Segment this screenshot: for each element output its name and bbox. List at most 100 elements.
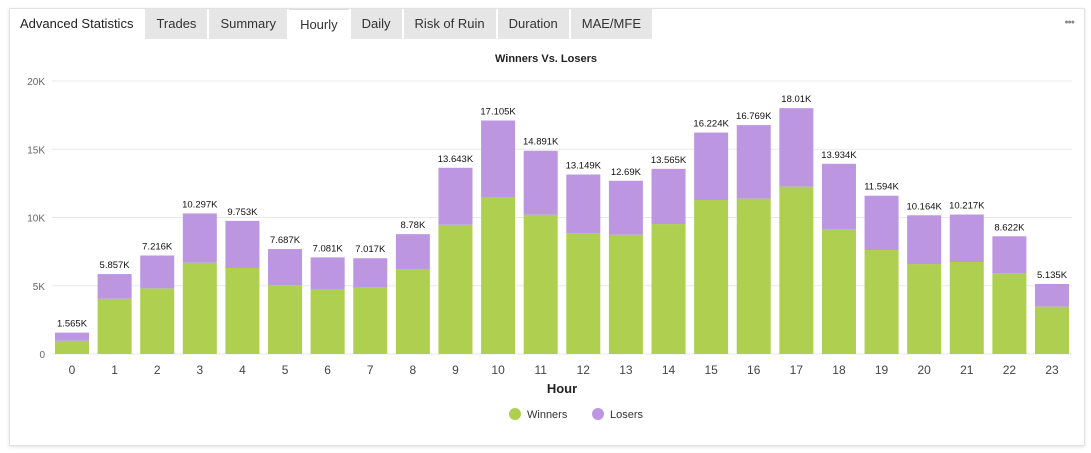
bar-winners [97,298,132,354]
bar-losers [907,215,942,265]
x-tick-label: 22 [1003,363,1017,377]
tab-trades[interactable]: Trades [145,9,208,39]
data-label: 13.934K [821,150,857,161]
x-tick-label: 12 [577,363,591,377]
bar-losers [864,195,899,250]
bar-winners [736,198,771,354]
bar-losers [268,249,303,286]
legend-winners-marker [509,408,521,420]
data-label: 5.135K [1037,270,1068,281]
tab-bar: Advanced Statistics Trades Summary Hourl… [10,9,1084,40]
data-label: 7.216K [142,242,173,253]
bar-losers [182,213,217,263]
bar-losers [651,168,686,225]
tab-mae-mfe[interactable]: MAE/MFE [570,9,652,39]
y-tick-label: 0 [39,350,45,361]
bar-losers [992,236,1027,274]
x-tick-label: 2 [154,363,161,377]
bar-winners [140,288,175,354]
bar-winners [353,286,388,354]
bar-winners [821,228,856,354]
data-label: 14.891K [523,137,559,148]
bar-winners [608,234,643,354]
bar-winners [651,224,686,354]
data-label: 7.017K [355,244,386,255]
x-tick-label: 0 [69,363,76,377]
data-label: 11.594K [864,182,899,193]
data-label: 5.857K [100,260,131,271]
data-label: 13.643K [438,154,474,165]
data-label: 13.565K [651,155,687,166]
bar-winners [779,186,814,354]
bar-losers [353,258,388,287]
more-options-icon[interactable]: ●●● [1064,19,1075,26]
x-tick-label: 1 [111,363,118,377]
data-label: 16.769K [736,111,772,122]
bar-losers [1035,283,1069,307]
x-tick-label: 20 [917,363,931,377]
bar-losers [523,150,558,215]
tab-daily[interactable]: Daily [350,9,402,39]
y-tick-label: 15K [27,145,45,156]
tab-hourly[interactable]: Hourly [289,9,349,40]
y-tick-label: 5K [33,282,46,293]
bar-losers [694,132,729,201]
legend-winners-label: Winners [527,409,568,421]
tab-summary[interactable]: Summary [209,9,288,39]
x-tick-label: 14 [662,363,676,377]
data-label: 10.217K [949,201,985,212]
data-label: 8.78K [400,220,425,231]
data-label: 10.297K [182,199,218,210]
bar-winners [523,214,558,354]
x-tick-label: 18 [832,363,846,377]
bar-losers [438,167,473,225]
bar-winners [225,268,260,354]
x-tick-label: 19 [875,363,889,377]
data-label: 12.69K [611,167,642,178]
bar-winners [1035,306,1069,354]
tab-risk-of-ruin[interactable]: Risk of Ruin [403,9,496,39]
data-label: 9.753K [227,207,258,218]
data-label: 10.164K [906,201,942,212]
bar-losers [481,120,516,198]
tab-duration[interactable]: Duration [497,9,569,39]
x-tick-label: 11 [534,363,547,377]
bar-winners [395,268,430,354]
x-tick-label: 8 [410,363,417,377]
bar-winners [55,340,89,354]
bar-losers [310,257,345,290]
bar-losers [225,220,260,269]
bar-winners [268,285,303,354]
bar-winners [992,273,1027,354]
data-label: 7.081K [313,243,344,254]
bar-losers [949,214,984,262]
x-tick-label: 9 [452,363,459,377]
x-tick-label: 23 [1045,363,1059,377]
chart-title: Winners Vs. Losers [495,53,597,65]
data-label: 13.149K [566,161,602,172]
y-tick-label: 10K [27,214,45,225]
x-tick-label: 13 [619,363,633,377]
bar-losers [395,234,430,269]
bar-winners [438,224,473,354]
data-label: 18.01K [781,94,812,105]
x-tick-label: 5 [282,363,289,377]
x-tick-label: 10 [491,363,505,377]
bar-winners [864,249,899,354]
data-label: 17.105K [480,107,516,118]
bar-winners [566,233,601,354]
x-tick-label: 21 [960,363,974,377]
legend-losers-label: Losers [610,409,644,421]
bar-losers [97,274,132,299]
bar-winners [182,262,217,354]
bar-winners [481,197,516,354]
bar-winners [310,289,345,354]
bar-losers [736,125,771,199]
x-tick-label: 3 [196,363,203,377]
bar-winners [907,264,942,354]
bar-losers [608,180,643,235]
bar-winners [949,261,984,354]
bar-losers [140,255,175,289]
x-tick-label: 15 [704,363,718,377]
x-axis-title: Hour [547,381,577,396]
